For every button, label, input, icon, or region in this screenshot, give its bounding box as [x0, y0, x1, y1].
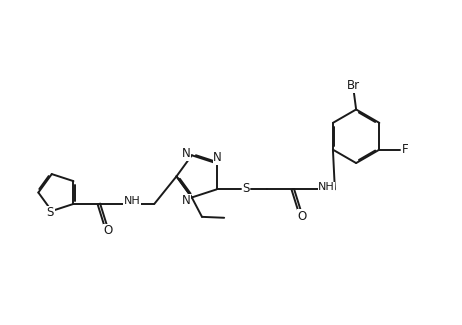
Text: N: N	[182, 194, 190, 207]
Text: F: F	[401, 143, 408, 156]
Text: S: S	[47, 206, 54, 219]
Text: N: N	[182, 147, 190, 160]
Text: NH: NH	[318, 182, 335, 192]
Text: NH: NH	[124, 196, 140, 206]
Text: O: O	[298, 210, 307, 223]
Text: O: O	[103, 224, 113, 237]
Text: N: N	[213, 151, 222, 164]
Text: S: S	[243, 182, 250, 195]
Text: Br: Br	[347, 79, 360, 92]
